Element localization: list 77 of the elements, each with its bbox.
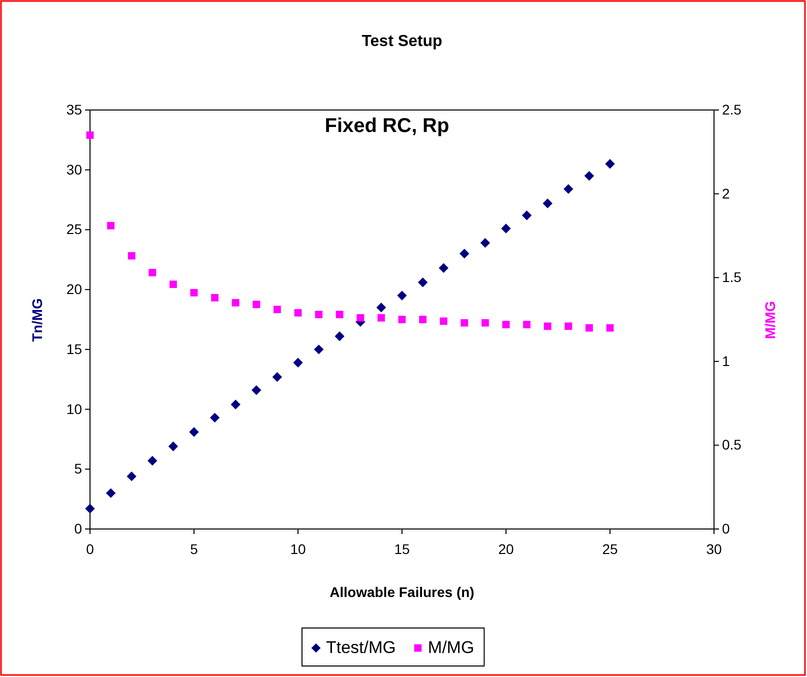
y-tick-label: 15 xyxy=(66,340,82,357)
point xyxy=(418,278,428,288)
legend-label: M/MG xyxy=(428,638,474,657)
point xyxy=(376,302,386,312)
y2-tick-label: 1.5 xyxy=(722,269,742,286)
y-tick-label: 20 xyxy=(66,281,82,298)
point xyxy=(460,248,470,259)
point xyxy=(585,324,593,332)
point xyxy=(128,252,136,260)
y-tick-label: 35 xyxy=(66,101,82,118)
point xyxy=(252,385,262,395)
point xyxy=(542,198,552,208)
y-tick-label: 10 xyxy=(66,400,82,417)
point xyxy=(314,344,324,354)
point xyxy=(334,331,344,342)
y-tick-label: 30 xyxy=(66,161,82,178)
y2-tick-label: 2 xyxy=(722,185,730,202)
y-tick-label: 0 xyxy=(74,520,82,536)
y2-tick-label: 1 xyxy=(722,352,730,369)
x-tick-label: 15 xyxy=(394,540,410,557)
point xyxy=(272,372,282,382)
point xyxy=(501,224,511,234)
point xyxy=(126,471,136,482)
x-tick-label: 25 xyxy=(602,540,618,557)
y-axis-title: Tn/MG xyxy=(29,298,45,342)
point xyxy=(293,358,303,368)
x-tick-label: 30 xyxy=(706,540,722,557)
y2-tick-label: 0 xyxy=(722,520,730,536)
point xyxy=(252,300,260,308)
point xyxy=(315,310,323,318)
point xyxy=(480,238,490,248)
point xyxy=(460,319,468,327)
point xyxy=(377,314,385,322)
x-tick-label: 10 xyxy=(290,540,306,557)
point xyxy=(86,131,94,139)
point xyxy=(584,170,594,181)
point xyxy=(107,222,115,230)
point xyxy=(148,456,158,466)
point xyxy=(85,504,95,514)
point xyxy=(190,288,198,296)
point xyxy=(605,159,615,169)
point xyxy=(232,299,240,306)
y-tick-label: 5 xyxy=(74,460,82,477)
x-axis-title: Allowable Failures (n) xyxy=(330,584,474,600)
point xyxy=(273,306,281,314)
point xyxy=(397,290,407,300)
y-tick-label: 25 xyxy=(66,221,82,238)
point xyxy=(419,316,427,324)
y2-tick-label: 0.5 xyxy=(722,436,742,453)
point xyxy=(189,427,199,437)
point xyxy=(294,309,302,317)
chart-title: Test Setup xyxy=(362,33,443,50)
x-tick-label: 0 xyxy=(86,540,94,557)
point xyxy=(438,263,448,273)
point xyxy=(210,412,220,423)
point xyxy=(106,488,116,498)
point xyxy=(169,280,177,288)
point xyxy=(523,320,531,328)
point xyxy=(544,322,552,330)
point xyxy=(564,184,574,194)
y2-tick-label: 2.5 xyxy=(722,101,742,118)
point xyxy=(522,210,532,220)
point xyxy=(230,400,240,410)
point xyxy=(356,314,364,322)
point xyxy=(211,294,219,302)
point xyxy=(168,442,178,452)
x-tick-label: 20 xyxy=(498,540,514,557)
point xyxy=(481,319,489,327)
point xyxy=(440,317,448,325)
x-tick-label: 5 xyxy=(190,540,198,557)
point xyxy=(606,324,614,332)
y2-axis-title: M/MG xyxy=(762,300,778,340)
legend-label: Ttest/MG xyxy=(326,638,396,657)
point xyxy=(336,310,344,318)
point xyxy=(148,268,156,276)
annotation: Fixed RC, Rp xyxy=(324,115,450,137)
point xyxy=(564,322,572,330)
